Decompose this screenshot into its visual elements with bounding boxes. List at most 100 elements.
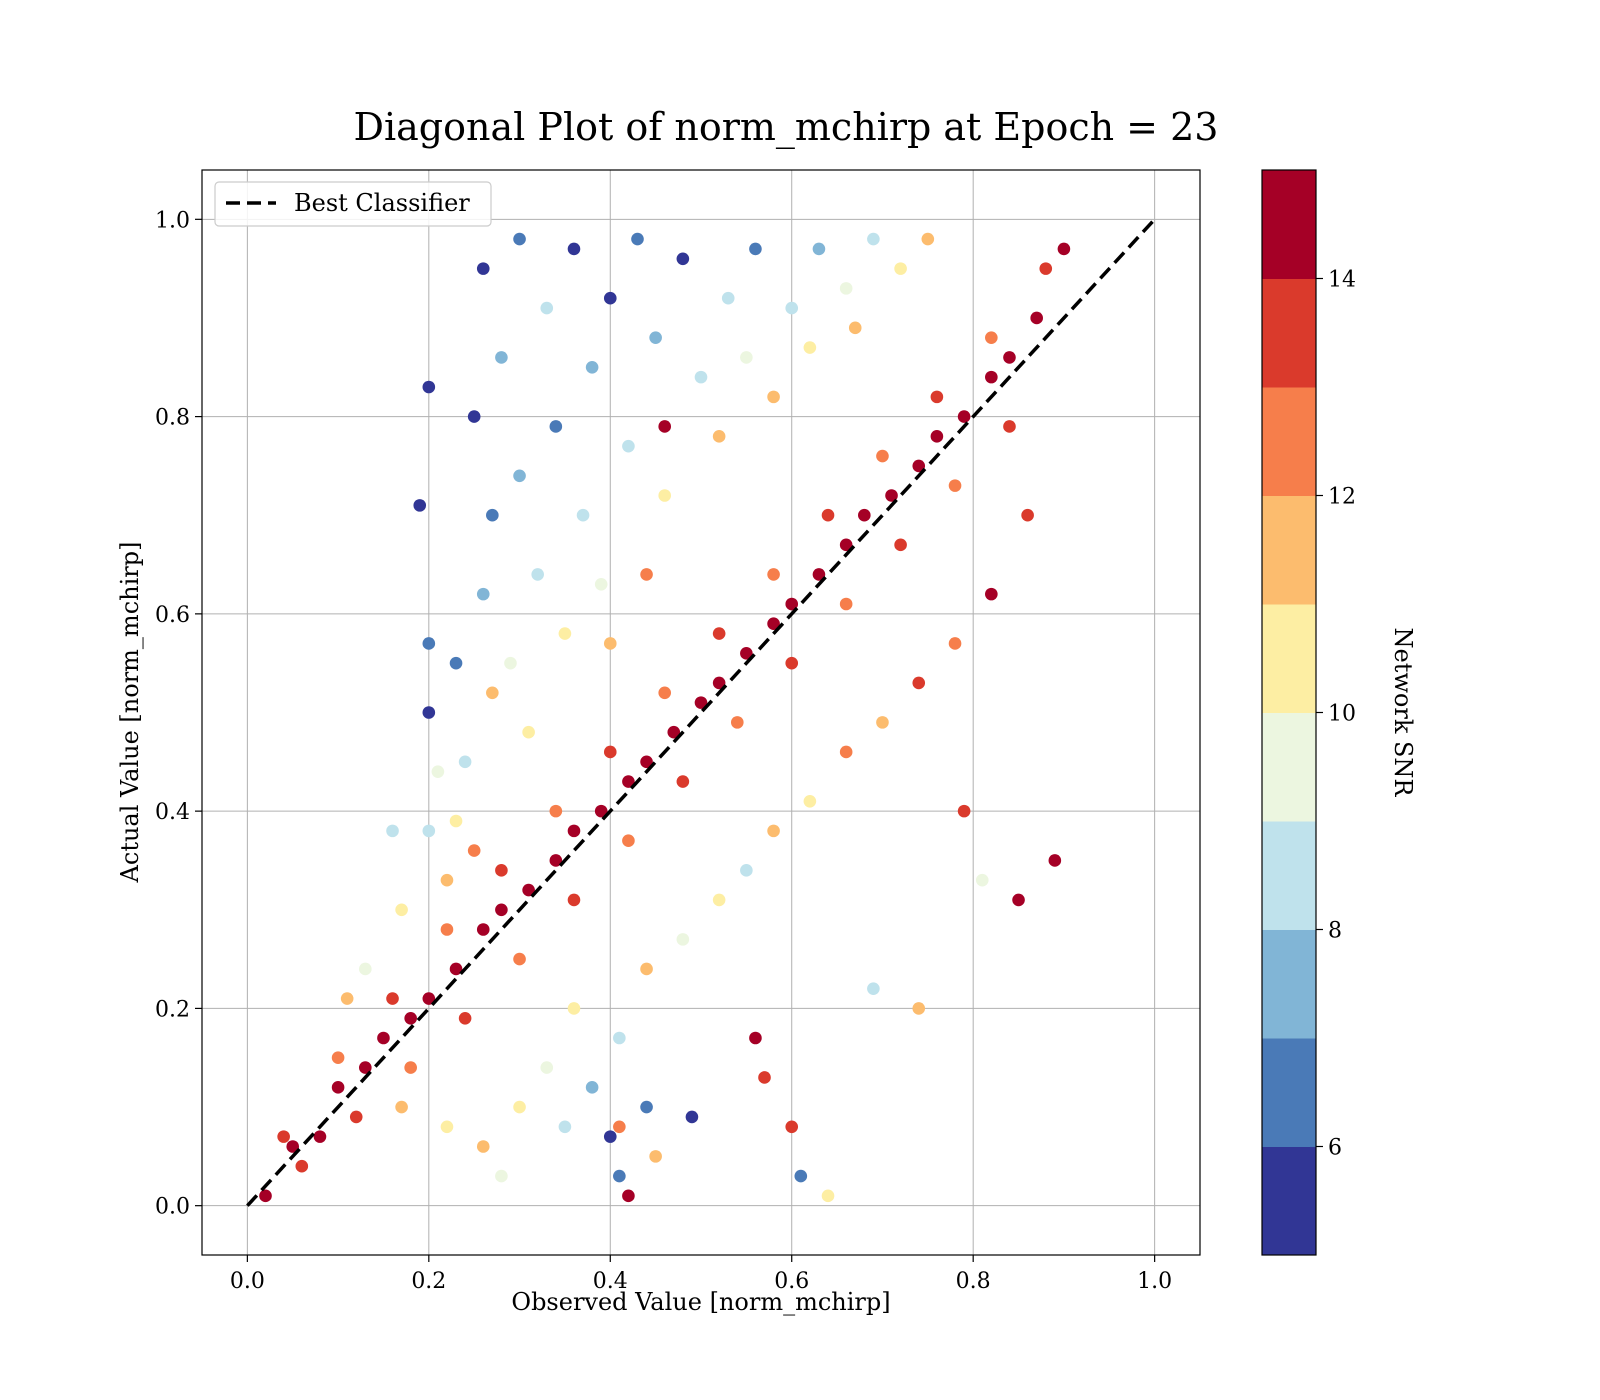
- scatter-point: [567, 242, 581, 256]
- scatter-point: [349, 1110, 363, 1124]
- scatter-point: [594, 804, 608, 818]
- scatter-point: [885, 489, 898, 502]
- scatter-point: [540, 301, 554, 315]
- colorbar-ticks: 6 8 10 12 14: [1316, 268, 1356, 1161]
- scatter-point: [767, 824, 780, 838]
- scatter-point: [948, 479, 962, 492]
- scatter-point: [603, 291, 617, 305]
- scatter-point: [513, 232, 526, 246]
- scatter-point: [839, 745, 853, 759]
- y-tick-label: 0.8: [155, 406, 190, 431]
- scatter-point: [694, 370, 708, 384]
- colorbar-tick-label: 6: [1328, 1136, 1342, 1161]
- colorbar-segment: [1262, 821, 1316, 930]
- scatter-point: [694, 696, 708, 709]
- scatter-point: [486, 508, 499, 522]
- legend-box: [214, 181, 492, 227]
- scatter-point: [413, 499, 427, 512]
- scatter-point: [740, 647, 753, 660]
- y-tick-label: 0.4: [155, 800, 190, 825]
- scatter-point: [313, 1130, 327, 1143]
- scatter-point: [803, 341, 817, 354]
- scatter-point: [495, 1169, 508, 1183]
- colorbar-segment: [1262, 604, 1316, 713]
- scatter-point: [549, 420, 563, 433]
- x-tick-label: 0.8: [956, 1269, 991, 1294]
- scatter-point: [440, 923, 454, 936]
- y-axis-label: Actual Value [norm_mchirp]: [116, 542, 144, 884]
- scatter-point: [821, 1189, 835, 1203]
- scatter-point: [985, 331, 998, 344]
- scatter-point: [431, 765, 445, 778]
- scatter-point: [513, 469, 526, 483]
- scatter-point: [1003, 420, 1016, 433]
- scatter-point: [839, 282, 853, 295]
- scatter-point: [921, 232, 935, 246]
- x-tick-label: 0.0: [230, 1269, 265, 1294]
- scatter-point: [404, 1061, 417, 1074]
- scatter-point: [567, 893, 581, 907]
- scatter-point: [622, 834, 635, 848]
- scatter-point: [957, 410, 971, 423]
- scatter-point: [640, 755, 653, 769]
- scatter-point: [395, 1100, 408, 1114]
- scatter-point: [476, 587, 490, 601]
- scatter-point: [549, 804, 563, 818]
- scatter-point: [712, 627, 726, 640]
- scatter-point: [640, 962, 653, 976]
- scatter-point: [259, 1189, 272, 1203]
- scatter-point: [359, 1061, 372, 1074]
- scatter-point: [948, 637, 962, 650]
- scatter-point: [658, 420, 672, 433]
- scatter-point: [585, 360, 599, 374]
- scatter-point: [676, 252, 690, 266]
- scatter-point: [404, 1011, 417, 1025]
- scatter-point: [440, 873, 454, 887]
- scatter-point: [585, 1081, 599, 1094]
- colorbar-label: Network SNR: [1389, 628, 1417, 798]
- scatter-point: [894, 262, 907, 275]
- colorbar-segment: [1262, 929, 1316, 1039]
- y-axis-ticks: 0.0 0.2 0.4 0.6 0.8 1.0: [155, 208, 202, 1220]
- scatter-point: [603, 745, 617, 759]
- scatter-point: [767, 390, 780, 404]
- scatter-point: [567, 1002, 581, 1015]
- scatter-points: [259, 232, 1071, 1203]
- scatter-point: [476, 1140, 490, 1153]
- scatter-point: [495, 351, 508, 364]
- scatter-point: [685, 1110, 699, 1124]
- scatter-point: [422, 824, 436, 838]
- scatter-point: [785, 1120, 799, 1134]
- scatter-point: [794, 1169, 808, 1183]
- scatter-point: [712, 676, 726, 690]
- scatter-point: [1003, 351, 1016, 364]
- scatter-point: [422, 380, 436, 394]
- scatter-point: [522, 883, 535, 897]
- x-tick-label: 0.2: [411, 1269, 446, 1294]
- scatter-point: [912, 1002, 926, 1015]
- legend-label: Best Classifier: [294, 189, 470, 217]
- x-axis-ticks: 0.0 0.2 0.4 0.6 0.8 1.0: [230, 1255, 1172, 1294]
- scatter-point: [558, 1120, 572, 1134]
- scatter-point: [676, 933, 690, 946]
- scatter-point: [640, 568, 653, 581]
- scatter-point: [649, 1150, 662, 1163]
- x-tick-label: 1.0: [1137, 1269, 1172, 1294]
- colorbar-segment: [1262, 387, 1316, 496]
- scatter-point: [513, 952, 526, 966]
- scatter-point: [522, 725, 535, 739]
- scatter-point: [359, 962, 372, 976]
- scatter-point: [839, 597, 853, 611]
- scatter-point: [676, 775, 690, 788]
- scatter-point: [558, 627, 572, 640]
- scatter-point: [1021, 508, 1034, 522]
- scatter-point: [567, 824, 581, 838]
- scatter-point: [395, 903, 408, 917]
- scatter-point: [331, 1051, 345, 1065]
- scatter-point: [422, 706, 436, 719]
- scatter-point: [712, 430, 726, 443]
- y-tick-label: 0.2: [155, 997, 190, 1022]
- scatter-point: [740, 864, 753, 877]
- scatter-point: [277, 1130, 290, 1143]
- scatter-point: [540, 1061, 554, 1074]
